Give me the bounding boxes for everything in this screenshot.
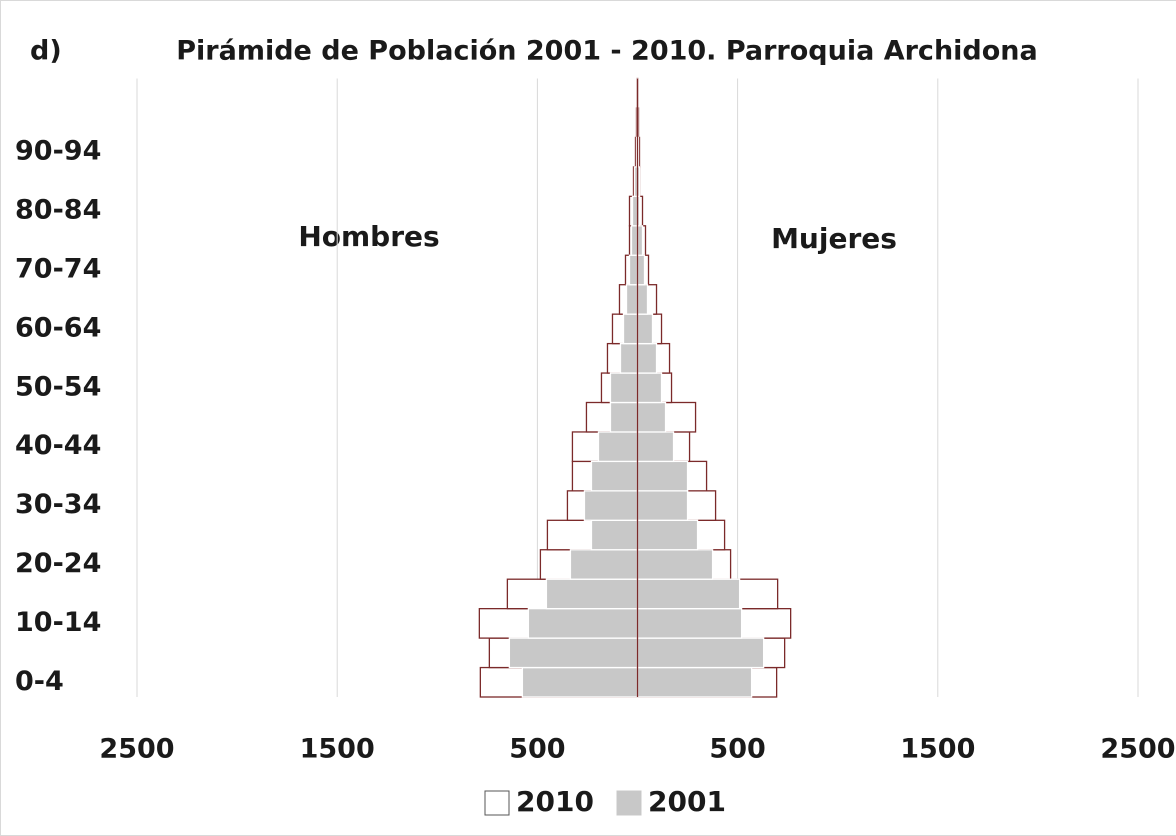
bar xyxy=(631,195,639,227)
y-tick-label: 0-4 xyxy=(15,666,64,697)
bar xyxy=(545,578,639,610)
bar xyxy=(590,460,639,492)
bar xyxy=(597,431,639,463)
legend-label: 2001 xyxy=(648,785,726,818)
bar xyxy=(636,342,658,374)
y-tick-label: 30-34 xyxy=(15,489,101,520)
legend-swatch xyxy=(616,790,642,816)
bar xyxy=(625,284,639,315)
bar xyxy=(636,284,649,315)
bar xyxy=(590,519,639,551)
bar xyxy=(630,225,639,256)
bar xyxy=(619,342,639,374)
bar xyxy=(527,608,639,639)
bar xyxy=(636,401,667,433)
y-tick-label: 90-94 xyxy=(15,136,101,167)
bar xyxy=(609,372,639,404)
bar xyxy=(609,401,639,433)
y-tick-label: 10-14 xyxy=(15,607,101,638)
bar xyxy=(583,490,639,521)
y-tick-label: 60-64 xyxy=(15,312,101,343)
annotation: Hombres xyxy=(298,220,439,253)
bar xyxy=(508,637,639,669)
y-tick-label: 80-84 xyxy=(15,195,101,226)
bar xyxy=(628,254,639,286)
bar xyxy=(636,578,741,610)
bar xyxy=(636,490,689,521)
bar xyxy=(636,549,714,580)
annotation: Mujeres xyxy=(771,222,897,255)
bar xyxy=(636,372,663,404)
x-tick-label: 2500 xyxy=(99,734,174,765)
bar xyxy=(636,225,644,256)
panel-label: d) xyxy=(30,36,62,67)
bar xyxy=(636,637,765,669)
y-tick-label: 40-44 xyxy=(15,430,101,461)
x-tick-label: 2500 xyxy=(1100,734,1175,765)
bar xyxy=(636,431,675,463)
bar xyxy=(636,519,699,551)
bar xyxy=(636,313,654,345)
bar xyxy=(569,549,639,580)
x-tick-label: 1500 xyxy=(900,734,975,765)
x-tick-label: 1500 xyxy=(300,734,375,765)
x-tick-label: 500 xyxy=(509,734,565,765)
legend-swatch xyxy=(484,790,510,816)
bar xyxy=(636,666,753,698)
bar xyxy=(622,313,639,345)
bar xyxy=(636,608,743,639)
bar xyxy=(636,254,646,286)
y-tick-label: 70-74 xyxy=(15,253,101,284)
y-tick-label: 20-24 xyxy=(15,548,101,579)
bar xyxy=(521,666,639,698)
chart-title: Pirámide de Población 2001 - 2010. Parro… xyxy=(176,36,1037,67)
legend-label: 2010 xyxy=(516,785,594,818)
bar xyxy=(636,460,689,492)
x-tick-label: 500 xyxy=(709,734,765,765)
y-tick-label: 50-54 xyxy=(15,371,101,402)
